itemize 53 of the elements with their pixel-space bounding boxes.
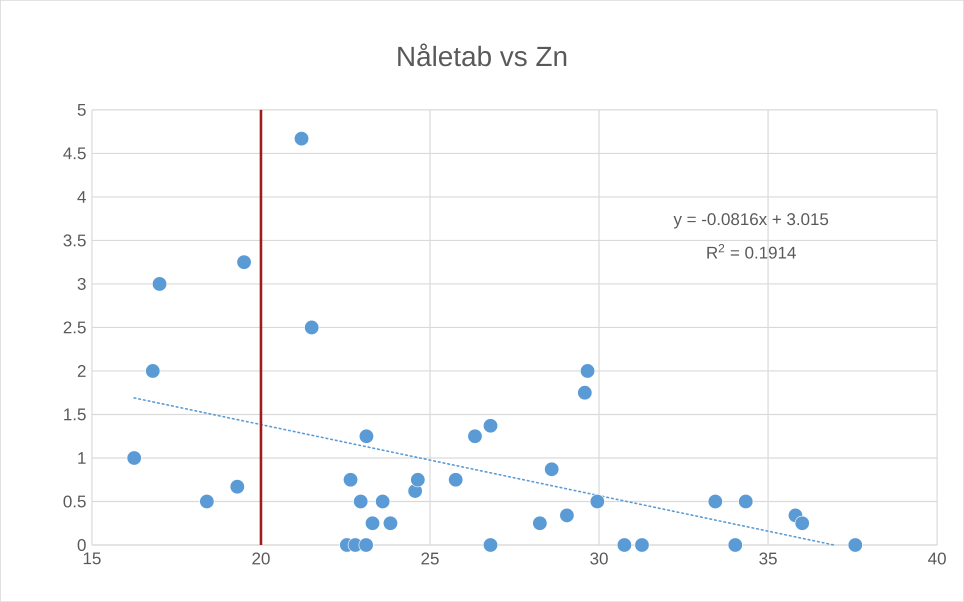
y-tick-label: 4 [77, 191, 86, 203]
point [365, 516, 380, 531]
point [145, 364, 160, 379]
point [448, 472, 464, 488]
point [577, 385, 592, 400]
point [559, 508, 574, 523]
point [467, 428, 482, 444]
point [358, 538, 374, 553]
point [304, 320, 320, 335]
y-tick-label: 1.5 [64, 408, 86, 420]
y-tick-label: 5 [78, 104, 86, 116]
point [738, 494, 754, 510]
x-tick-label: 25 [421, 552, 439, 565]
point [358, 428, 374, 444]
point [616, 538, 632, 553]
point [544, 462, 560, 477]
point [343, 472, 358, 488]
point [728, 538, 743, 553]
point [126, 450, 142, 466]
y-tick-label: 4.5 [63, 148, 86, 160]
point [634, 538, 650, 553]
y-tick-label: 2.5 [64, 322, 86, 334]
point [483, 418, 498, 434]
x-tick-label: 30 [590, 552, 608, 565]
y-tick-label: 2 [78, 365, 86, 377]
point [708, 494, 723, 510]
point [375, 494, 390, 510]
point [410, 472, 426, 488]
point [382, 516, 398, 531]
point [152, 276, 168, 292]
y-tick-label: 3.5 [64, 234, 86, 246]
point [580, 364, 596, 379]
x-tick-label: 35 [759, 552, 777, 565]
y-tick-label: 1 [78, 452, 86, 464]
point [294, 131, 310, 146]
point [236, 254, 252, 270]
point [199, 494, 214, 510]
point [230, 479, 245, 494]
point [532, 516, 548, 531]
x-tick-label: 40 [928, 552, 946, 565]
y-tick-label: 0 [78, 539, 86, 552]
annotation: R$^{2}$ = 0.1914 [707, 244, 796, 259]
point [848, 538, 863, 553]
y-tick-label: 3 [78, 278, 86, 290]
point [483, 538, 498, 553]
chart-title: Nåletab vs Zn [398, 44, 566, 66]
annotation: y = -0.0816x + 3.015 [674, 213, 828, 229]
x-tick-label: 20 [252, 552, 270, 565]
y-tick-label: 0.5 [64, 496, 86, 508]
point [794, 516, 810, 531]
x-tick-label: 15 [84, 552, 101, 564]
point [590, 494, 605, 510]
point [353, 494, 368, 510]
